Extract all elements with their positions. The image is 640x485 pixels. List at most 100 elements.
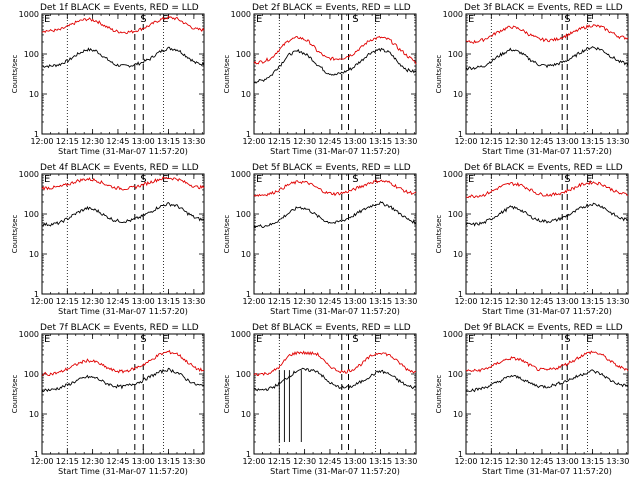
x-tick-label: 12:30 <box>293 457 316 466</box>
x-tick-label: 13:15 <box>581 457 604 466</box>
series-lld-line <box>253 179 417 197</box>
y-tick-label: 10 <box>453 90 463 99</box>
x-tick-label: 13:15 <box>157 457 180 466</box>
panel-1: Det 1f BLACK = Events, RED = LLD 1 10 100 10… <box>11 3 205 156</box>
y-tick-label: 1000 <box>231 330 251 339</box>
x-tick-label: 12:30 <box>81 297 104 306</box>
series-events-line <box>253 47 417 84</box>
x-tick-label: 13:15 <box>581 137 604 146</box>
x-tick-label: 12:45 <box>318 137 341 146</box>
panel-title: Det 7f BLACK = Events, RED = LLD <box>40 323 199 333</box>
series-events-line <box>465 46 629 71</box>
x-axis-label: Start Time (31-Mar-07 11:57:20) <box>482 467 612 476</box>
x-tick-label: 13:00 <box>556 137 579 146</box>
x-tick-label: 12:30 <box>293 137 316 146</box>
event-marker-label: E <box>374 174 380 185</box>
y-axis-label: Counts/sec <box>435 375 443 414</box>
plot-frame <box>465 333 629 455</box>
y-tick-label: 1 <box>34 290 39 299</box>
series-lld-line <box>465 179 629 199</box>
event-marker-label: S <box>140 14 146 25</box>
y-tick-label: 1 <box>246 450 251 459</box>
x-tick-label: 12:00 <box>454 457 477 466</box>
panel-9: Det 9f BLACK = Events, RED = LLD 1 10 100 10… <box>435 323 629 476</box>
event-marker-label: S <box>352 14 358 25</box>
event-marker-label: S <box>140 334 146 345</box>
panel-title: Det 1f BLACK = Events, RED = LLD <box>40 3 199 13</box>
x-tick-label: 13:15 <box>581 297 604 306</box>
panel-4: Det 4f BLACK = Events, RED = LLD 1 10 100 10… <box>11 163 205 316</box>
panel-title: Det 8f BLACK = Events, RED = LLD <box>252 323 411 333</box>
x-tick-label: 12:45 <box>106 297 129 306</box>
x-tick-label: 12:30 <box>293 297 316 306</box>
event-marker-label: E <box>162 334 168 345</box>
y-tick-label: 1 <box>34 450 39 459</box>
x-tick-label: 13:15 <box>157 297 180 306</box>
x-tick-label: 12:15 <box>268 457 291 466</box>
event-marker-label: E <box>44 334 50 345</box>
series-events-line <box>41 367 205 393</box>
panel-title: Det 6f BLACK = Events, RED = LLD <box>464 163 623 173</box>
y-tick-label: 100 <box>448 50 463 59</box>
y-tick-label: 100 <box>236 210 251 219</box>
event-marker-label: E <box>44 174 50 185</box>
y-tick-label: 10 <box>241 410 251 419</box>
y-axis-label: Counts/sec <box>11 215 19 254</box>
y-tick-label: 1000 <box>443 170 463 179</box>
x-tick-label: 12:15 <box>56 137 79 146</box>
x-tick-label: 13:30 <box>394 297 417 306</box>
series-lld-line <box>41 176 205 191</box>
series-events-line <box>253 367 417 392</box>
series-lld-line <box>253 35 417 65</box>
x-tick-label: 12:30 <box>505 137 528 146</box>
y-tick-label: 10 <box>29 90 39 99</box>
x-tick-label: 13:15 <box>369 297 392 306</box>
x-tick-label: 12:00 <box>30 457 53 466</box>
y-tick-label: 1 <box>34 130 39 139</box>
x-tick-label: 13:00 <box>344 297 367 306</box>
event-marker-label: E <box>468 334 474 345</box>
x-tick-label: 13:00 <box>556 297 579 306</box>
panel-7: Det 7f BLACK = Events, RED = LLD 1 10 100 10… <box>11 323 205 476</box>
y-axis-label: Counts/sec <box>223 215 231 254</box>
y-tick-label: 10 <box>453 250 463 259</box>
x-tick-label: 12:15 <box>56 297 79 306</box>
x-tick-label: 13:00 <box>344 137 367 146</box>
x-tick-label: 12:45 <box>106 457 129 466</box>
series-lld-line <box>253 350 417 376</box>
x-axis-label: Start Time (31-Mar-07 11:57:20) <box>270 307 400 316</box>
y-axis-label: Counts/sec <box>435 215 443 254</box>
y-tick-label: 1000 <box>231 170 251 179</box>
event-marker-label: E <box>586 334 592 345</box>
x-axis-label: Start Time (31-Mar-07 11:57:20) <box>58 307 188 316</box>
series-lld-line <box>41 349 205 377</box>
panel-2: Det 2f BLACK = Events, RED = LLD 1 10 100 10… <box>223 3 417 156</box>
y-tick-label: 100 <box>236 50 251 59</box>
event-marker-label: E <box>162 14 168 25</box>
x-tick-label: 12:45 <box>318 297 341 306</box>
x-tick-label: 12:15 <box>480 137 503 146</box>
plot-frame <box>465 13 629 135</box>
plot-frame <box>465 173 629 295</box>
event-marker-label: E <box>374 334 380 345</box>
y-axis-label: Counts/sec <box>223 375 231 414</box>
x-tick-label: 12:45 <box>106 137 129 146</box>
x-tick-label: 12:30 <box>505 297 528 306</box>
x-axis-label: Start Time (31-Mar-07 11:57:20) <box>58 147 188 156</box>
x-tick-label: 12:45 <box>530 457 553 466</box>
x-tick-label: 13:30 <box>182 137 205 146</box>
panel-title: Det 9f BLACK = Events, RED = LLD <box>464 323 623 333</box>
x-tick-label: 12:45 <box>318 457 341 466</box>
x-axis-label: Start Time (31-Mar-07 11:57:20) <box>482 307 612 316</box>
event-marker-label: E <box>586 14 592 25</box>
y-tick-label: 100 <box>236 370 251 379</box>
x-tick-label: 13:30 <box>182 297 205 306</box>
x-tick-label: 12:00 <box>242 457 265 466</box>
x-axis-label: Start Time (31-Mar-07 11:57:20) <box>482 147 612 156</box>
y-axis-label: Counts/sec <box>11 375 19 414</box>
y-tick-label: 1000 <box>443 330 463 339</box>
event-marker-label: E <box>44 14 50 25</box>
x-tick-label: 12:45 <box>530 137 553 146</box>
